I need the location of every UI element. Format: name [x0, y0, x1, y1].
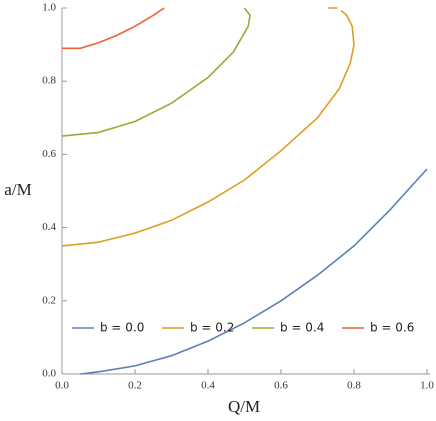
x-tick-label: 0.4 [201, 380, 215, 392]
x-tick-label: 0.2 [128, 380, 142, 392]
x-tick-label: 1.0 [420, 380, 434, 392]
y-tick-label: 0.8 [42, 75, 56, 87]
x-tick-label: 0.8 [347, 380, 361, 392]
legend-label: b = 0.0 [100, 321, 144, 335]
y-tick-label: 1.0 [42, 2, 56, 14]
series-line [61, 7, 355, 247]
legend-label: b = 0.6 [370, 321, 414, 335]
series-line [80, 168, 428, 375]
x-tick-label: 0.6 [274, 380, 288, 392]
x-tick-label: 0.0 [55, 380, 69, 392]
series-line [61, 7, 251, 137]
y-axis-label: a/M [4, 180, 31, 199]
series-line [62, 7, 165, 50]
y-tick-label: 0.4 [42, 221, 56, 233]
legend-label: b = 0.2 [190, 321, 234, 335]
legend-label: b = 0.4 [280, 321, 324, 335]
y-tick-label: 0.6 [42, 148, 56, 160]
y-tick-label: 0.2 [42, 294, 56, 306]
x-axis-label: Q/M [228, 397, 260, 416]
y-tick-label: 0.0 [42, 368, 56, 380]
